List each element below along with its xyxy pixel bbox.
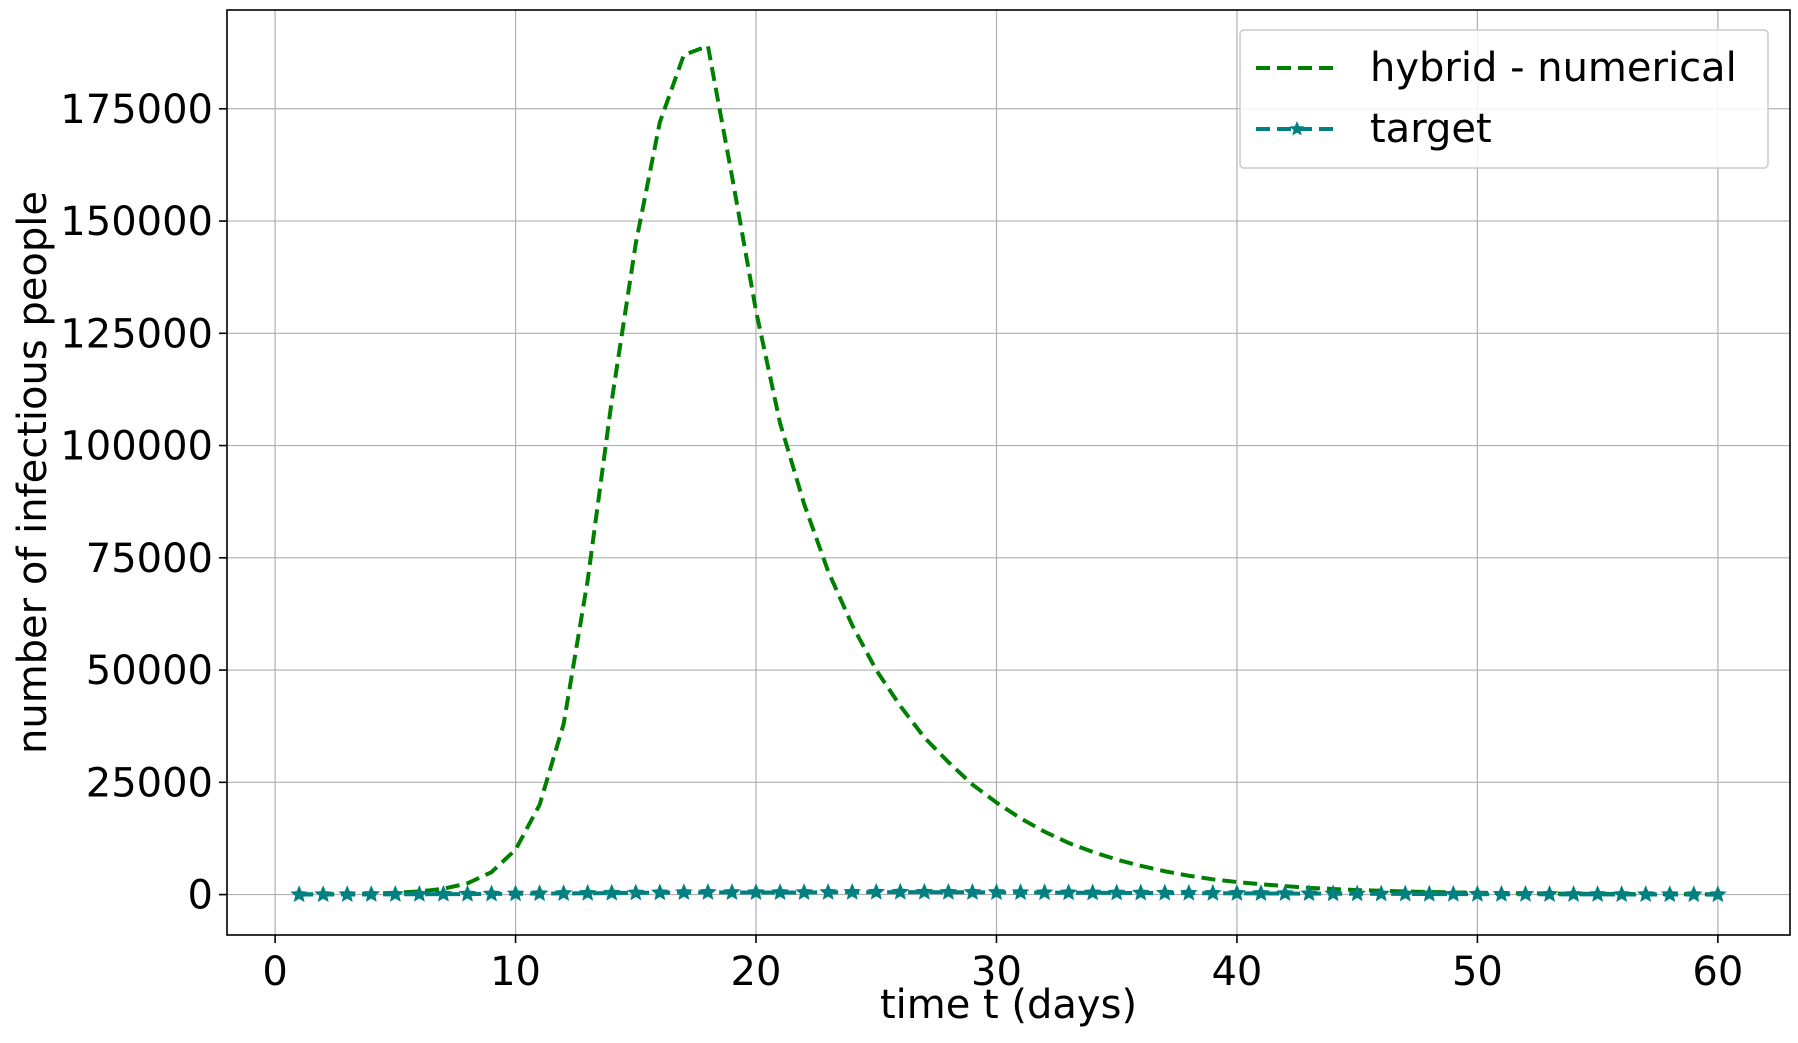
target-star-marker xyxy=(1300,884,1318,902)
target-star-marker xyxy=(1564,885,1583,902)
target-star-marker xyxy=(1540,885,1559,902)
x-tick-label: 50 xyxy=(1452,949,1503,995)
target-star-marker xyxy=(290,885,308,903)
target-star-marker xyxy=(386,885,405,902)
target-star-marker xyxy=(1131,883,1150,901)
target-star-marker xyxy=(314,885,333,903)
target-star-marker xyxy=(626,883,645,901)
target-star-marker xyxy=(1083,883,1102,901)
target-star-marker xyxy=(1660,885,1679,903)
legend-star-marker xyxy=(1289,121,1305,136)
legend: hybrid - numerical target xyxy=(1239,29,1769,169)
ticks: 0 10 20 30 40 50 60 0 25000 50000 75000 100000 12500… xyxy=(60,87,1743,995)
target-star-marker xyxy=(434,884,453,902)
x-tick-label: 10 xyxy=(490,949,541,995)
target-star-marker xyxy=(650,883,669,901)
target-star-marker xyxy=(530,884,549,902)
x-axis-label: time t (days) xyxy=(880,982,1137,1028)
target-star-marker xyxy=(843,882,862,900)
target-star-marker xyxy=(915,882,934,900)
target-star-marker xyxy=(1011,883,1030,901)
target-star-marker xyxy=(1444,884,1463,902)
y-tick-label: 175000 xyxy=(60,87,213,133)
target-star-marker xyxy=(1228,884,1246,901)
target-star-marker xyxy=(1492,884,1511,902)
y-tick-label: 100000 xyxy=(60,424,213,470)
target-star-marker xyxy=(1035,883,1054,901)
target-star-marker xyxy=(1516,884,1535,902)
target-star-marker xyxy=(1180,883,1198,901)
target-star-marker xyxy=(1059,883,1078,901)
target-star-marker xyxy=(554,884,573,901)
target-star-marker xyxy=(747,883,765,901)
target-star-marker xyxy=(1107,883,1126,901)
target-star-marker xyxy=(819,883,837,900)
y-tick-label: 150000 xyxy=(60,199,213,245)
y-axis-label: number of infectious people xyxy=(10,191,56,754)
legend-box xyxy=(1239,29,1769,169)
x-tick-label: 60 xyxy=(1692,949,1743,995)
target-star-marker xyxy=(506,884,525,902)
target-star-marker xyxy=(891,882,910,900)
y-tick-label: 0 xyxy=(188,873,213,919)
target-star-marker xyxy=(338,885,357,903)
plot-frame xyxy=(226,9,1791,936)
target-star-marker xyxy=(1709,885,1727,903)
target-star-marker xyxy=(795,883,813,900)
target-star-marker xyxy=(771,883,789,901)
target-star-marker xyxy=(1396,884,1415,902)
target-star-marker xyxy=(1588,885,1607,902)
target-star-marker xyxy=(482,884,501,902)
target-star-marker xyxy=(1468,884,1487,902)
series-layer xyxy=(290,43,1727,903)
target-star-marker xyxy=(1252,884,1270,901)
target-star-marker xyxy=(1420,884,1439,902)
target-star-marker xyxy=(602,883,621,901)
y-tick-label: 75000 xyxy=(86,536,213,582)
y-tick-label: 25000 xyxy=(86,760,213,806)
y-tick-label: 125000 xyxy=(60,311,213,357)
target-star-marker xyxy=(1204,883,1222,901)
legend-label-target: target xyxy=(1370,106,1492,152)
target-star-marker xyxy=(1612,885,1631,902)
target-star-marker xyxy=(939,882,958,900)
target-star-marker xyxy=(699,883,717,900)
target-star-marker xyxy=(578,883,597,901)
target-star-marker xyxy=(1684,885,1703,903)
target-star-marker xyxy=(1636,885,1655,903)
target-star-marker xyxy=(1324,884,1342,902)
target-star-marker xyxy=(1372,884,1391,902)
target-star-marker xyxy=(1348,884,1367,902)
x-tick-label: 30 xyxy=(971,949,1022,995)
target-star-marker xyxy=(987,883,1006,900)
target-star-marker xyxy=(867,882,886,900)
target-star-marker xyxy=(410,884,429,902)
target-star-marker xyxy=(1276,884,1294,902)
series-hybrid-numerical-line xyxy=(299,43,1718,897)
x-tick-label: 40 xyxy=(1211,949,1262,995)
y-tick-label: 50000 xyxy=(86,648,213,694)
legend-label-hybrid: hybrid - numerical xyxy=(1370,45,1737,91)
target-star-marker xyxy=(723,883,741,900)
target-star-marker xyxy=(362,885,381,902)
target-star-marker xyxy=(963,883,982,900)
target-star-marker xyxy=(1155,883,1174,901)
target-star-marker xyxy=(458,884,477,902)
x-tick-label: 20 xyxy=(731,949,782,995)
target-star-marker xyxy=(675,883,693,901)
x-tick-label: 0 xyxy=(262,949,287,995)
